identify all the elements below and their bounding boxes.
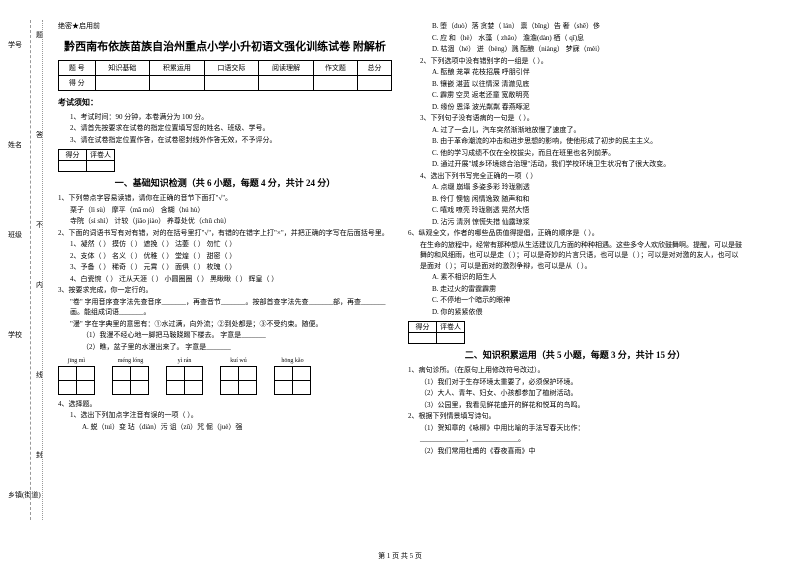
q22-line: （2）我们常用杜甫的《春夜喜雨》中 <box>408 446 742 457</box>
q22-stem: 2、根据下列情景填写诗句。 <box>408 411 742 422</box>
q3-line: "卷" 字用音序查字法先查音序_______，再查音节_______。按部首查字… <box>58 297 392 318</box>
side-label: 班级 <box>8 230 22 240</box>
q2-line: 1、凝然（ ） 摸仿（ ） 遮挽（ ） 沽萎（ ） 勿忙（ ） <box>58 239 392 250</box>
notice-item: 3、请在试卷指定位置作答，在试卷密封线外作答无效，不予评分。 <box>58 135 392 146</box>
seal-line <box>30 20 31 520</box>
section-1-title: 一、基础知识检测（共 6 小题，每题 4 分，共计 24 分） <box>58 176 392 189</box>
option: B. 走过火的雷霆霹雳 <box>408 284 742 295</box>
q1-line: 寺院（sì shì） 计较（jiǎo jiào） 养尊处优（chǔ chù） <box>58 216 392 227</box>
notice-title: 考试须知： <box>58 97 392 109</box>
q2-line: 4、白瓷惋（ ） 迁从天涯（ ） 小圆圈圈（ ） 黑瞅瞅（ ） 辉皇（ ） <box>58 274 392 285</box>
q4-stem: 4、选择题。 <box>58 399 392 410</box>
option: A. 点缀 崩塌 多姿多彩 玲珑剔透 <box>408 182 742 193</box>
notice-item: 2、请首先按要求在试卷的指定位置填写您的姓名、班级、学号。 <box>58 123 392 134</box>
q22-line: _____________，_____________。 <box>408 434 742 445</box>
option: C. 霹雳 空灵 返老还童 宽敞明亮 <box>408 90 742 101</box>
q2-line: 2、支体（ ） 名义（ ） 优稚（ ） 堂煌（ ） 甜密（ ） <box>58 251 392 262</box>
exam-title: 黔西南布依族苗族自治州重点小学小升初语文强化训练试卷 附解析 <box>58 38 392 54</box>
option: D. 缘份 恩泽 波光粼粼 春燕啄泥 <box>408 102 742 113</box>
q4-line: 1、选出下列加点字注音有误的一项（ ）。 <box>58 410 392 421</box>
q3-line: （1）我漫不经心地一脚把马鞍跷踢下楼去。 字意是_______ <box>58 330 392 341</box>
pinyin-grid: jīng mìméng lóngyì ránkuí wúhōng kǎo <box>58 356 311 395</box>
option: B. 镶嵌 湛蓝 以往情深 清澈见底 <box>408 79 742 90</box>
option: D. 你的紧紧依偎 <box>408 307 742 318</box>
q1-stem: 1、下列带点字容易读错，请你在正确的音节下面打"√"。 <box>58 193 392 204</box>
q6-stem: 6、纵观全文，作者的哪些品质值得提倡，正确的顺序是（ ）。 <box>408 228 742 239</box>
notice-item: 1、考试时间：90 分钟，本卷满分为 100 分。 <box>58 112 392 123</box>
q2-stem: 2、下面的词语书写有对有错，对的在括号里打"√"，有错的在错字上打"×"，并把正… <box>58 228 392 239</box>
q6-text: 在生命的旅程中，经常有那种想从生活建议几方面的种种相遇。这些多令人欢欣鼓舞啊。提… <box>408 240 742 272</box>
q21-line: （3）公园里，我看见鲜花盛开的鲜花和悦耳的鸟鸣。 <box>408 400 742 411</box>
option-b: B. 堕（duò）落 贪婪（ lán） 禀（bǐng）告 奢（shē）侈 <box>408 21 742 32</box>
sub-q4: 4、选出下列书写完全正确的一项（ ） <box>408 171 742 182</box>
side-label: 姓名 <box>8 140 22 150</box>
option: A. 酝酿 茏罩 花枝招展 呼朋引伴 <box>408 67 742 78</box>
q21-stem: 1、病句诊所。（在原句上用修改符号改过）。 <box>408 365 742 376</box>
q3-stem: 3、按要求完成，你一定行的。 <box>58 285 392 296</box>
sub-q2: 2、下列选项中没有错别字的一组是（ ）。 <box>408 56 742 67</box>
option: C. 他的学习成绩不仅在全校拔尖，而且在班里也名列前茅。 <box>408 148 742 159</box>
secret-label: 绝密★启用前 <box>58 21 392 32</box>
sub-q3: 3、下列句子没有语病的一句是（ ）。 <box>408 113 742 124</box>
side-label: 乡镇(街道) <box>8 490 41 500</box>
section-2-title: 二、知识积累运用（共 5 小题，每题 3 分，共计 15 分） <box>408 348 742 361</box>
option-d: D. 枯涸（hé） 迸（bèng）溅 酝酿（niàng） 梦寐（mèi） <box>408 44 742 55</box>
grader-box: 得分评卷人 <box>58 149 115 172</box>
side-label: 学校 <box>8 330 22 340</box>
option: A. 素不相识的陌生人 <box>408 272 742 283</box>
seal-line <box>42 20 43 520</box>
q4-option: A. 蜕（tuì）变 玷（diàn）污 诅（zǔ）咒 倔（juè）强 <box>58 422 392 433</box>
q22-line: （1）贺知章的《咏柳》中用比喻的手法写春天比作： <box>408 423 742 434</box>
side-label: 学号 <box>8 40 22 50</box>
q2-line: 3、予备（ ） 稀奇（ ） 元霄（ ） 面俱（ ） 枚瑰（ ） <box>58 262 392 273</box>
q3-line: "漫" 字在字典里的意思有：①水过满，向外流；②到处都是；③不受约束。随便。 <box>58 319 392 330</box>
option: C. 不停地一个暗示的眼神 <box>408 295 742 306</box>
q21-line: （1）我们对于生存环境太重要了，必须保护环境。 <box>408 377 742 388</box>
option: A. 过了一会儿，汽车突然渐渐地放慢了速度了。 <box>408 125 742 136</box>
option: C. 嘻戏 嘹亮 玲珑剔透 晃然大悟 <box>408 205 742 216</box>
option: B. 由于革命潮流的冲击和进步思想的影响，使他形成了初步的民主主义。 <box>408 136 742 147</box>
option: B. 伶仃 懊恼 闲情逸致 随声和和 <box>408 194 742 205</box>
option: D. 沾污 清洌 惊慌失措 仙露琼浆 <box>408 217 742 228</box>
q1-line: 栗子（lì sù） 摩平（mā mó） 含糊（hú hù） <box>58 205 392 216</box>
score-summary-table: 题 号知识基础积累运用口语交际阅读理解作文题总分 得 分 <box>58 60 392 91</box>
page-footer: 第 1 页 共 5 页 <box>0 551 800 561</box>
q3-line: （2）瞧，盆子里的水漫出来了。 字意是_______ <box>58 342 392 353</box>
option: D. 通过开展"城乡环境综合治理"活动，我们学校环境卫生状况有了很大改变。 <box>408 159 742 170</box>
q21-line: （2）大人、青年、妇女、小孩都参加了植树活动。 <box>408 388 742 399</box>
grader-box: 得分评卷人 <box>408 321 465 344</box>
option-c: C. 应 和（hè） 水藻（ zhǎo） 澹澹(dàn) 栖（ qī)息 <box>408 33 742 44</box>
